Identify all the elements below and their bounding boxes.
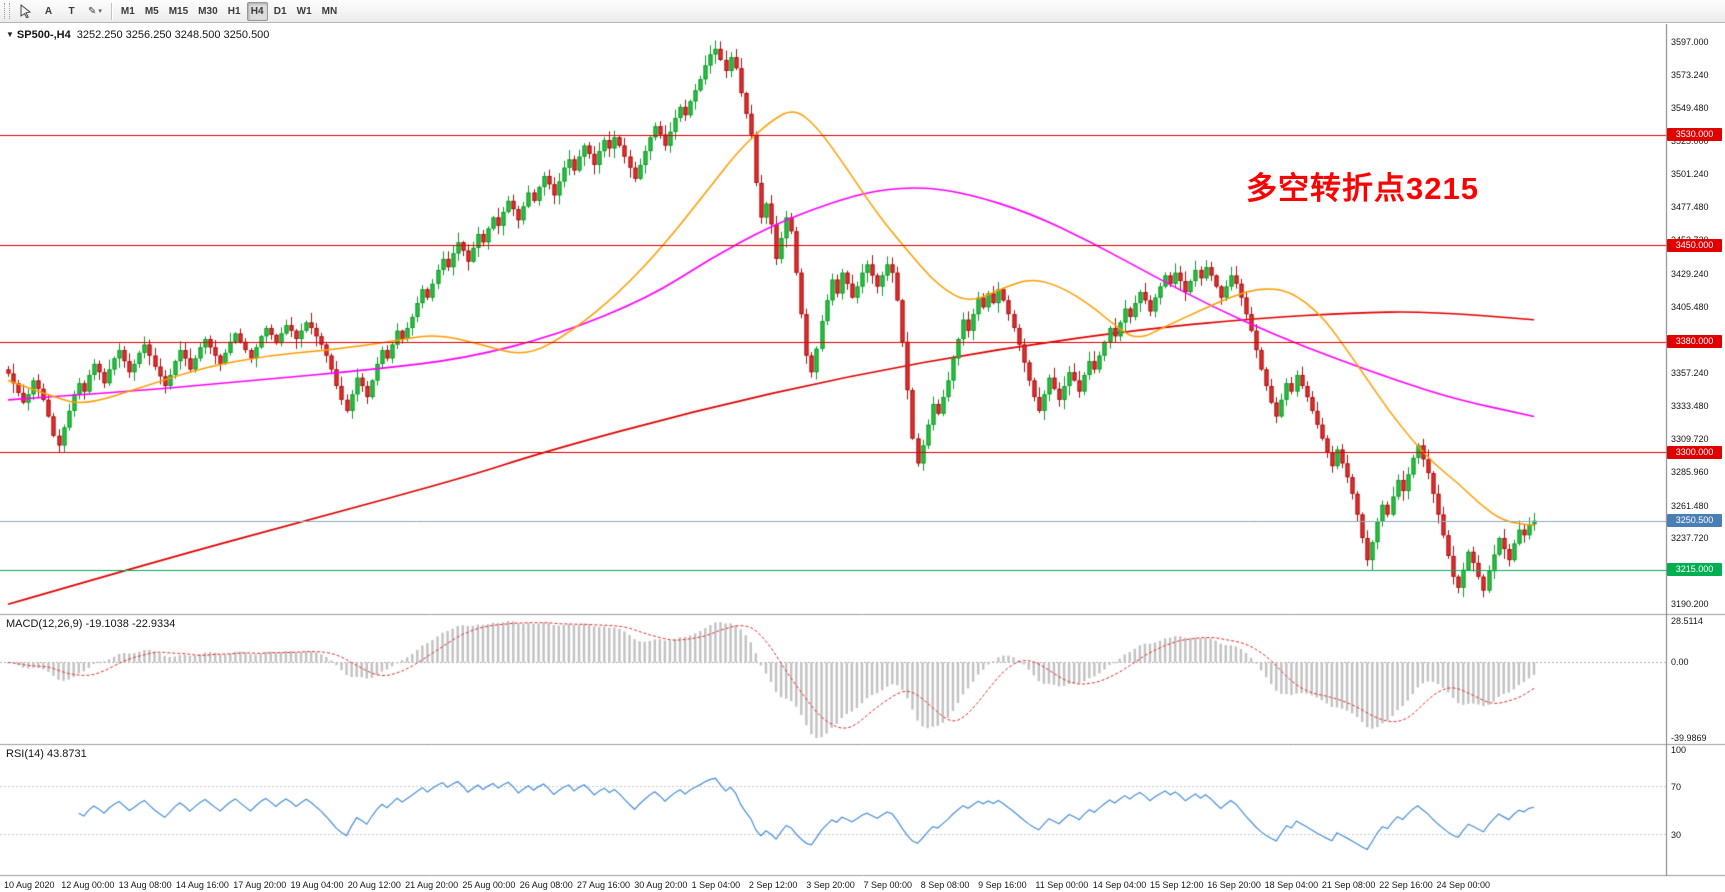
timeframe-m15-button[interactable]: M15 xyxy=(165,2,192,21)
timeframe-h1-button[interactable]: H1 xyxy=(224,2,245,21)
timeframe-d1-button[interactable]: D1 xyxy=(270,2,291,21)
text-tool-button[interactable]: A xyxy=(38,2,59,21)
timeframe-m1-button[interactable]: M1 xyxy=(117,2,139,21)
toolbar-grip[interactable] xyxy=(4,3,10,19)
pencil-icon: ✎ xyxy=(88,5,97,17)
timeframe-m30-button[interactable]: M30 xyxy=(194,2,221,21)
draw-tools-button[interactable]: ✎ ▾ xyxy=(84,2,106,21)
timeframe-group: M1 M5 M15 M30 H1 H4 D1 W1 MN xyxy=(116,1,342,21)
timeframe-mn-button[interactable]: MN xyxy=(318,2,342,21)
toolbar: A T ✎ ▾ M1 M5 M15 M30 H1 H4 D1 W1 MN xyxy=(0,0,1725,23)
toolbar-separator xyxy=(110,2,112,20)
cursor-icon xyxy=(19,4,32,18)
cursor-tool-button[interactable] xyxy=(15,2,36,21)
timeframe-h4-button[interactable]: H4 xyxy=(246,1,268,21)
chart-region[interactable]: ▼ SP500-,H4 3252.250 3256.250 3248.500 325… xyxy=(0,24,1725,892)
timeframe-m5-button[interactable]: M5 xyxy=(141,2,163,21)
timeframe-w1-button[interactable]: W1 xyxy=(293,2,316,21)
dropdown-caret-icon: ▾ xyxy=(98,8,102,15)
chart-canvas[interactable] xyxy=(0,24,1725,892)
label-tool-button[interactable]: T xyxy=(61,2,82,21)
